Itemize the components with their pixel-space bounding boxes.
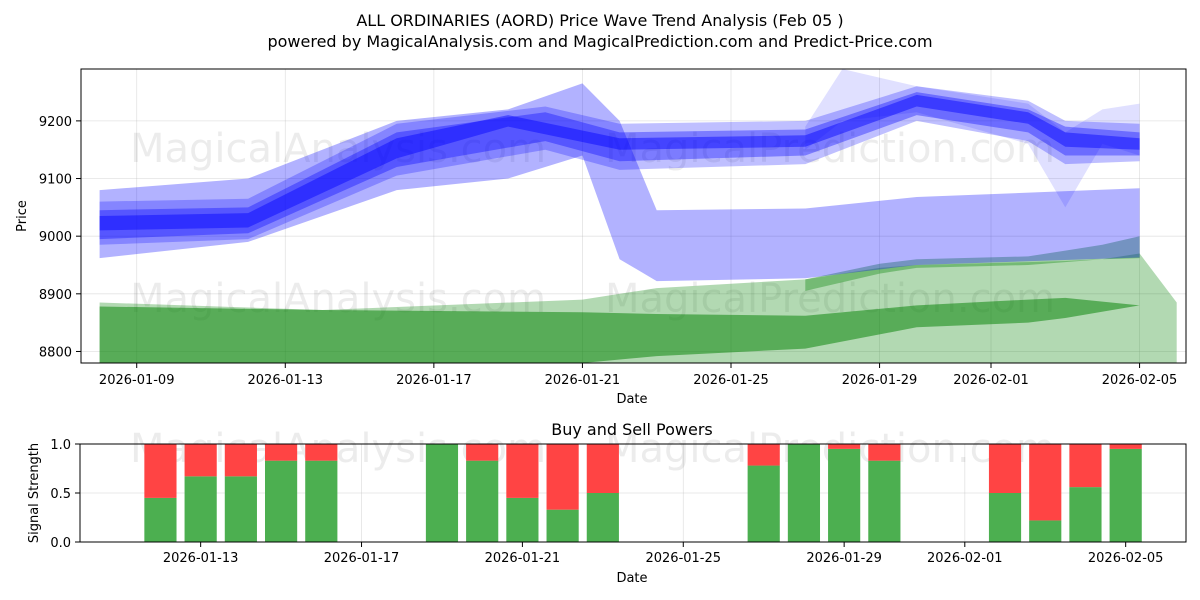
sell-bar: [506, 444, 539, 498]
buy-bar: [1109, 448, 1142, 542]
buy-bar: [586, 493, 619, 542]
buy-bar: [747, 465, 780, 542]
price-ytick-label: 8800: [39, 345, 72, 360]
price-ytick-label: 8900: [39, 288, 72, 303]
green-band-0: [99, 297, 1140, 363]
green-band-1: [99, 253, 1177, 363]
chart-subtitle: powered by MagicalAnalysis.com and Magic…: [267, 32, 932, 51]
buy-bar: [425, 444, 459, 542]
blue-band-4: [805, 69, 1140, 208]
price-ylabel: Price: [15, 200, 30, 232]
watermark-prediction-top: MagicalPrediction.com: [605, 126, 1055, 172]
signal-ticks: 2026-01-13 2026-01-17 2026-01-21 2026-01-25…: [50, 438, 1163, 566]
signal-bars: [144, 444, 1142, 542]
buy-bar: [787, 444, 821, 542]
price-xtick-label: 2026-01-17: [396, 373, 472, 388]
price-xtick-label: 2026-01-13: [248, 373, 324, 388]
buy-bar: [144, 497, 177, 542]
buy-bar: [184, 476, 217, 542]
blue-band-1: [99, 86, 1140, 245]
buy-bar: [988, 493, 1022, 542]
sell-bar: [144, 444, 177, 498]
sell-bar: [466, 444, 499, 461]
buy-bar: [265, 460, 298, 542]
sell-bar: [1109, 444, 1142, 449]
buy-bar: [828, 448, 861, 542]
sell-bar: [747, 444, 780, 466]
signal-panel: Buy and Sell Powers MagicalAnalysis.com …: [27, 420, 1187, 586]
signal-xtick-label: 2026-01-13: [163, 551, 239, 566]
signal-xtick-label: 2026-01-29: [806, 551, 882, 566]
blue-band-0: [99, 92, 1140, 240]
price-xtick-label: 2026-01-21: [545, 373, 621, 388]
signal-xtick-label: 2026-01-17: [324, 551, 400, 566]
signal-xtick-label: 2026-02-01: [927, 551, 1003, 566]
signal-ytick-label: 0.0: [50, 536, 71, 551]
signal-xtick-label: 2026-01-25: [645, 551, 721, 566]
signal-xtick-label: 2026-02-05: [1088, 551, 1164, 566]
buy-bar: [546, 509, 579, 542]
sell-bar: [828, 444, 861, 449]
buy-bar: [868, 460, 901, 542]
price-xtick-label: 2026-02-05: [1102, 373, 1178, 388]
signal-xlabel: Date: [616, 571, 647, 586]
price-ytick-label: 9000: [39, 230, 72, 245]
buy-bar: [506, 497, 539, 542]
buy-bar: [224, 476, 257, 542]
price-bands: [99, 69, 1177, 363]
price-axes-frame: [80, 68, 1187, 364]
blue-band-2: [99, 94, 1140, 231]
price-ticks: 2026-01-09 2026-01-13 2026-01-17 2026-01-21…: [39, 115, 1177, 388]
watermark-analysis-top: MagicalAnalysis.com: [130, 126, 546, 172]
price-xtick-label: 2026-02-01: [953, 373, 1029, 388]
buy-bar: [466, 460, 499, 542]
sell-bar: [1069, 444, 1102, 488]
buy-bar: [1069, 487, 1102, 542]
green-band-2: [805, 236, 1140, 291]
price-xtick-label: 2026-01-09: [99, 373, 175, 388]
price-ytick-label: 9100: [39, 173, 72, 188]
sell-bar: [586, 444, 619, 493]
sell-bar: [224, 444, 257, 477]
price-xlabel: Date: [616, 392, 647, 407]
buy-bar: [305, 460, 338, 542]
sell-bar: [184, 444, 217, 477]
signal-ytick-label: 0.5: [50, 487, 71, 502]
signal-title: Buy and Sell Powers: [551, 420, 713, 439]
price-panel: MagicalAnalysis.com MagicalPrediction.co…: [15, 68, 1187, 407]
signal-ytick-label: 1.0: [50, 438, 71, 453]
sell-bar: [265, 444, 298, 461]
sell-bar: [305, 444, 338, 461]
signal-ylabel: Signal Strength: [27, 443, 42, 543]
chart-title: ALL ORDINARIES (AORD) Price Wave Trend A…: [356, 11, 843, 30]
signal-xtick-label: 2026-01-21: [485, 551, 561, 566]
sell-bar: [988, 444, 1022, 493]
buy-bar: [1029, 520, 1062, 542]
sell-bar: [1029, 444, 1062, 521]
sell-bar: [546, 444, 579, 510]
blue-band-3: [99, 83, 1140, 282]
price-ytick-label: 9200: [39, 115, 72, 130]
price-xtick-label: 2026-01-25: [693, 373, 769, 388]
price-xtick-label: 2026-01-29: [842, 373, 918, 388]
sell-bar: [868, 444, 901, 461]
